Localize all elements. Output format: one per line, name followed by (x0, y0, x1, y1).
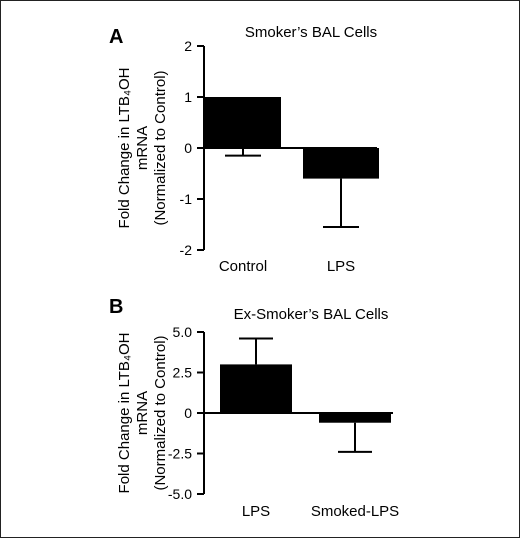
chart-panel-b: B Ex-Smoker’s BAL Cells Fold Change in L… (109, 296, 399, 520)
y-tick-label: -2 (180, 242, 193, 258)
panel-letter-a: A (109, 26, 123, 48)
y-axis-label-a: Fold Change in LTB₄OH mRNA (Normalized t… (116, 68, 169, 229)
x-category-label: LPS (327, 258, 355, 275)
plot-area-a: 2 1 0 -1 -2 Control LPS (180, 38, 379, 275)
bar (303, 148, 379, 179)
chart-title-b: Ex-Smoker’s BAL Cells (234, 306, 389, 323)
x-category-label: Smoked-LPS (311, 503, 399, 520)
y-tick-label: 1 (184, 89, 192, 105)
y-tick-label: 2 (184, 38, 192, 54)
chart-title-a: Smoker’s BAL Cells (245, 24, 377, 41)
y-tick-label: -1 (180, 191, 193, 207)
plot-area-b: 5.0 2.5 0 -2.5 -5.0 LPS Smoked-LPS (168, 324, 399, 520)
bar (220, 364, 292, 413)
y-axis-label-line-2: mRNA (134, 391, 151, 435)
x-category-label: Control (219, 258, 267, 275)
y-axis-label-line-3: (Normalized to Control) (152, 70, 169, 225)
chart-panel-a: A Smoker’s BAL Cells Fold Change in LTB₄… (109, 24, 379, 275)
y-tick-label: -5.0 (168, 486, 192, 502)
y-tick-label: 0 (184, 405, 192, 421)
y-tick-label: 2.5 (173, 365, 193, 381)
panel-letter-b: B (109, 296, 123, 318)
y-axis-label-b: Fold Change in LTB₄OH mRNA (Normalized t… (116, 333, 169, 494)
x-category-label: LPS (242, 503, 270, 520)
y-axis-label-line-1: Fold Change in LTB₄OH (116, 333, 133, 494)
y-tick-label: -2.5 (168, 446, 192, 462)
y-axis-label-line-3: (Normalized to Control) (152, 335, 169, 490)
y-tick-label: 5.0 (173, 324, 193, 340)
y-tick-label: 0 (184, 140, 192, 156)
y-axis-label-line-2: mRNA (134, 126, 151, 170)
bar (319, 413, 391, 423)
y-axis-label-line-1: Fold Change in LTB₄OH (116, 68, 133, 229)
